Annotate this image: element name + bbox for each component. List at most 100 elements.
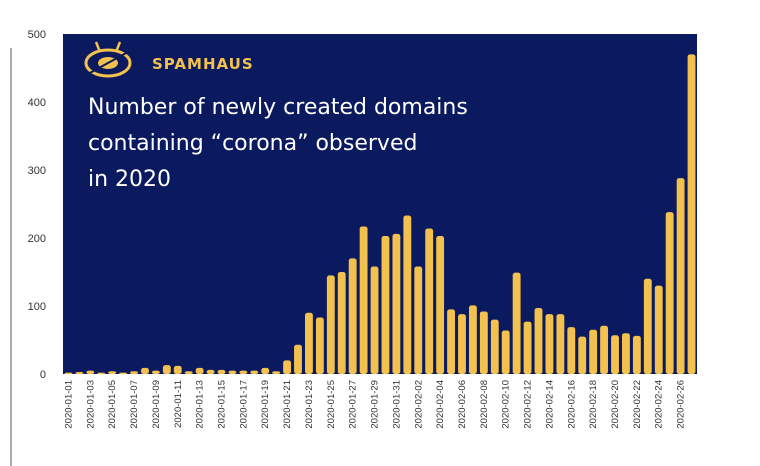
bar-2020-01-15 (217, 369, 226, 374)
x-tick-label: 2020-02-04 (435, 380, 446, 429)
bar-2020-02-17 (578, 336, 587, 374)
x-tick-label: 2020-01-11 (173, 380, 184, 428)
x-tick-labels: 2020-01-01 2020-01-03 2020-01-05 2020-01-07… (63, 380, 686, 429)
bar-2020-01-25 (326, 275, 335, 374)
bar-2020-02-24 (654, 285, 663, 374)
x-tick-label: 2020-01-09 (151, 380, 162, 429)
x-tick-label: 2020-02-24 (654, 380, 665, 429)
bar-2020-02-04 (436, 235, 445, 374)
bar-2020-02-26 (676, 178, 685, 374)
x-tick-label: 2020-01-05 (107, 380, 118, 429)
bar-2020-01-05 (108, 371, 117, 374)
x-tick-label: 2020-02-18 (588, 380, 599, 429)
bar-2020-01-11 (173, 365, 182, 374)
bar-2020-01-19 (261, 367, 270, 374)
bar-2020-02-27 (687, 54, 696, 375)
bar-2020-01-14 (206, 369, 215, 374)
bar-2020-01-27 (348, 258, 357, 374)
bar-2020-01-08 (141, 367, 149, 374)
bar-2020-01-21 (283, 360, 292, 374)
title-line-2: containing “corona” observed (88, 131, 417, 156)
bar-2020-01-09 (151, 370, 160, 374)
bar-2020-01-03 (86, 370, 95, 374)
y-tick-labels: 0 100 200 300 400 500 (28, 29, 46, 381)
bar-2020-01-29 (370, 266, 379, 374)
bar-2020-02-01 (403, 215, 412, 374)
bar-2020-02-15 (556, 314, 565, 374)
bar-2020-02-07 (468, 305, 477, 374)
y-tick-label: 300 (28, 165, 46, 177)
x-tick-label: 2020-01-15 (217, 380, 228, 429)
bar-2020-01-06 (119, 372, 128, 374)
x-tick-label: 2020-02-08 (479, 380, 490, 429)
bar-2020-01-30 (381, 235, 390, 374)
x-tick-label: 2020-01-13 (195, 380, 206, 429)
bar-2020-01-28 (359, 226, 368, 374)
bar-2020-01-16 (228, 370, 237, 374)
bar-2020-01-18 (250, 370, 259, 374)
title-line-3: in 2020 (88, 167, 171, 192)
bar-2020-02-13 (534, 308, 543, 374)
bar-2020-01-26 (337, 272, 346, 374)
plot-background (63, 34, 697, 374)
y-tick-label: 400 (28, 97, 46, 109)
bar-2020-02-21 (622, 333, 630, 374)
bar-2020-02-11 (512, 272, 521, 374)
y-tick-label: 0 (40, 369, 46, 381)
x-tick-label: 2020-01-07 (129, 380, 140, 429)
bar-2020-02-06 (458, 314, 466, 374)
bar-2020-02-09 (490, 319, 499, 374)
x-tick-label: 2020-02-06 (457, 380, 468, 429)
bar-2020-01-31 (392, 233, 401, 374)
x-tick-label: 2020-02-12 (523, 380, 534, 429)
y-tick-label: 500 (28, 29, 46, 41)
bar-2020-01-07 (130, 371, 138, 374)
bee-icon (84, 41, 132, 78)
y-tick-label: 200 (28, 233, 46, 245)
brand-name: SPAMHAUS (152, 55, 254, 73)
x-tick-label: 2020-02-16 (566, 380, 577, 429)
x-tick-label: 2020-01-17 (238, 380, 249, 429)
x-tick-label: 2020-01-21 (282, 380, 293, 429)
x-tick-label: 2020-01-19 (260, 380, 271, 429)
bar-2020-02-25 (665, 212, 674, 374)
x-tick-label: 2020-01-23 (304, 380, 315, 429)
bar-2020-02-14 (545, 314, 554, 374)
bar-2020-01-10 (162, 365, 171, 374)
chart-title: Number of newly created domains containi… (88, 95, 468, 192)
bar-2020-01-23 (305, 312, 313, 374)
x-tick-label: 2020-01-25 (326, 380, 337, 429)
bar-2020-01-01 (64, 372, 73, 374)
bar-2020-02-20 (611, 335, 619, 374)
bar-2020-01-22 (294, 344, 302, 374)
x-tick-label: 2020-02-10 (501, 380, 512, 429)
x-tick-label: 2020-02-22 (632, 380, 643, 429)
x-tick-label: 2020-01-31 (391, 380, 402, 429)
x-tick-label: 2020-01-01 (63, 380, 74, 429)
bar-2020-02-22 (632, 335, 641, 374)
bar-2020-01-02 (75, 371, 84, 374)
bar-2020-02-08 (479, 311, 488, 374)
bar-2020-02-02 (414, 266, 423, 374)
x-tick-label: 2020-02-14 (544, 380, 555, 429)
x-tick-label: 2020-02-20 (610, 380, 621, 429)
x-tick-label: 2020-01-27 (348, 380, 359, 429)
spamhaus-logo: SPAMHAUS (84, 41, 254, 78)
x-tick-label: 2020-01-03 (85, 380, 96, 429)
bar-2020-02-03 (425, 228, 434, 374)
bar-2020-02-18 (589, 329, 598, 374)
bar-2020-02-10 (501, 330, 510, 374)
x-tick-label: 2020-02-26 (676, 380, 687, 429)
bar-2020-02-19 (600, 325, 609, 374)
bar-2020-01-13 (195, 367, 204, 374)
bar-2020-02-23 (643, 278, 652, 374)
bar-2020-01-04 (97, 372, 106, 374)
bars (64, 54, 696, 375)
bar-2020-01-17 (239, 370, 248, 374)
bar-2020-01-12 (184, 371, 193, 374)
bar-2020-02-12 (523, 321, 532, 374)
y-tick-label: 100 (28, 301, 46, 313)
x-tick-label: 2020-01-29 (370, 380, 381, 429)
bar-2020-02-16 (567, 327, 576, 374)
